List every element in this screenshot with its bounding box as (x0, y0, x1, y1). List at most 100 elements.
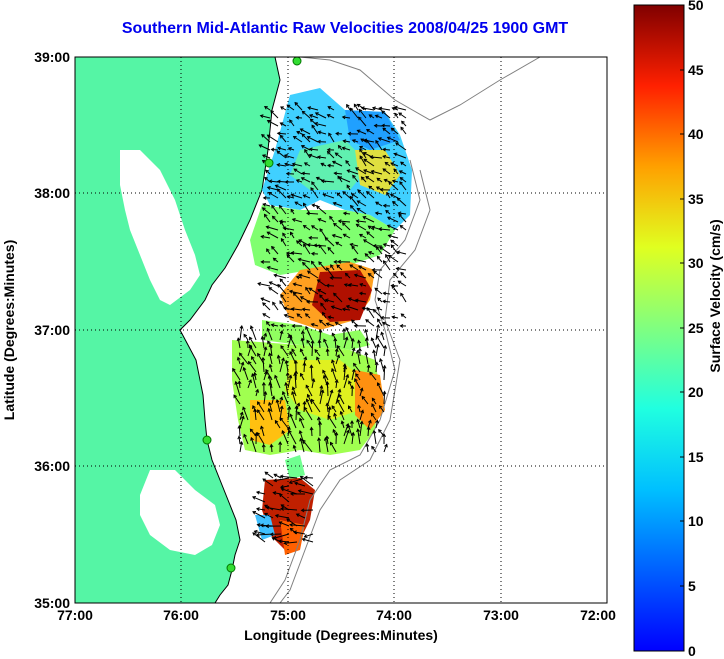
velocity-vector-head (317, 130, 322, 135)
velocity-vector-head (358, 108, 363, 113)
velocity-vector-head (257, 352, 261, 357)
velocity-vector-head (314, 349, 319, 353)
velocity-vector (233, 394, 241, 405)
velocity-vector-head (288, 374, 293, 379)
velocity-vector-head (400, 126, 404, 131)
velocity-vector-head (275, 398, 280, 403)
velocity-vector (371, 337, 377, 349)
velocity-vector-head (358, 265, 362, 270)
velocity-vector-head (386, 136, 391, 141)
velocity-vector-head (271, 204, 275, 209)
velocity-vector (396, 267, 407, 271)
velocity-vector (348, 284, 359, 287)
velocity-vector-head (308, 235, 313, 240)
velocity-vector-head (233, 394, 237, 399)
velocity-vector-head (311, 181, 315, 186)
velocity-vector-head (378, 227, 383, 232)
velocity-vector (293, 292, 303, 303)
velocity-vector-head (346, 103, 350, 108)
velocity-vector-head (359, 420, 364, 425)
velocity-vector-head (280, 345, 284, 349)
velocity-vector-head (286, 518, 291, 522)
velocity-vector-head (283, 154, 288, 158)
x-tick-label: 75:00 (270, 607, 306, 623)
velocity-vector-head (344, 336, 349, 341)
velocity-vector (284, 541, 298, 544)
velocity-vector (309, 114, 319, 119)
velocity-vector (306, 340, 313, 349)
velocity-vector (263, 391, 267, 405)
velocity-vector-head (303, 534, 308, 538)
velocity-vector (369, 371, 377, 381)
velocity-vector-head (259, 114, 264, 119)
velocity-vector-head (377, 318, 381, 323)
velocity-vector-head (346, 184, 351, 189)
velocity-vector (273, 473, 282, 479)
velocity-vector-head (361, 395, 366, 400)
velocity-vector-head (280, 504, 285, 508)
velocity-vector-head (305, 286, 309, 291)
velocity-vector-head (308, 147, 313, 152)
velocity-vector (342, 116, 351, 119)
velocity-vector-head (290, 208, 295, 213)
velocity-vector (280, 122, 287, 127)
velocity-vector-head (261, 356, 266, 361)
velocity-vector-head (291, 218, 296, 222)
velocity-vector (358, 116, 367, 127)
velocity-vector-head (286, 104, 291, 109)
velocity-vector (338, 220, 351, 223)
velocity-vector (262, 357, 265, 373)
velocity-vector (279, 493, 290, 503)
velocity-vector-head (357, 347, 362, 352)
velocity-vector (355, 167, 367, 175)
velocity-vector (268, 402, 273, 413)
velocity-vector (351, 347, 355, 357)
velocity-vector-head (306, 211, 310, 216)
velocity-vector-head (237, 435, 242, 440)
velocity-vector (294, 373, 297, 389)
velocity-vector-head (336, 264, 341, 269)
velocity-vector-head (372, 308, 377, 313)
velocity-vector-head (250, 436, 254, 441)
velocity-vector-head (252, 532, 257, 536)
velocity-vector (366, 307, 375, 319)
velocity-vector (373, 430, 377, 445)
velocity-vector (353, 104, 359, 111)
velocity-vector-head (301, 537, 306, 542)
velocity-vector-head (351, 139, 356, 143)
velocity-vector-head (306, 299, 310, 304)
velocity-vector-head (249, 325, 254, 330)
velocity-vector-head (300, 337, 305, 342)
velocity-vector-head (279, 134, 284, 139)
velocity-vector-head (329, 275, 334, 280)
velocity-vector (343, 212, 351, 215)
velocity-vector-head (260, 425, 264, 430)
velocity-vector-head (379, 358, 383, 363)
velocity-vector (397, 197, 407, 207)
velocity-vector (367, 365, 370, 373)
velocity-vector-head (350, 193, 355, 197)
velocity-vector-head (394, 112, 399, 117)
velocity-vector-head (376, 306, 381, 311)
velocity-vector (303, 243, 311, 255)
velocity-vector (271, 396, 275, 405)
y-tick-label: 37:00 (34, 322, 70, 338)
velocity-vector (359, 421, 363, 437)
velocity-vector-head (398, 170, 403, 174)
velocity-vector-head (390, 244, 395, 249)
velocity-vector (277, 132, 287, 135)
velocity-vector-head (300, 145, 305, 149)
velocity-vector-head (263, 213, 268, 218)
velocity-vector-head (364, 253, 369, 257)
velocity-vector-head (326, 147, 331, 152)
velocity-vector-head (342, 233, 347, 238)
velocity-vector-head (273, 273, 278, 278)
velocity-vector (391, 285, 399, 295)
velocity-vector-head (342, 191, 347, 195)
velocity-vector (326, 349, 329, 357)
velocity-vector-head (271, 215, 276, 220)
velocity-vector-head (391, 179, 396, 184)
velocity-vector (316, 205, 327, 215)
velocity-vector (262, 154, 271, 159)
velocity-vector-head (290, 251, 295, 255)
